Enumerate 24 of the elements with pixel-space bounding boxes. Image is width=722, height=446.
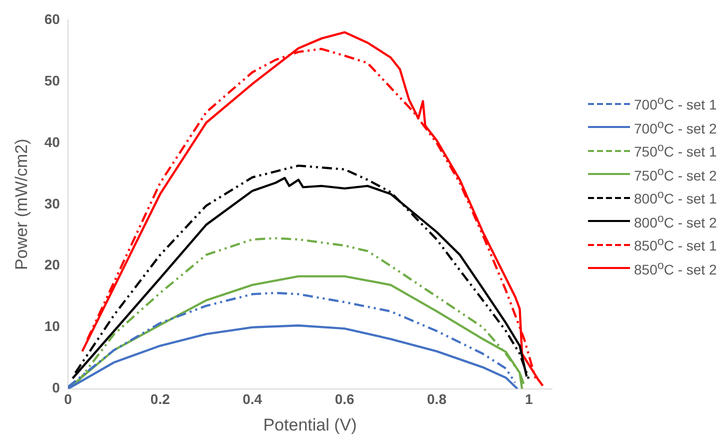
y-tick-label: 20 [44, 256, 60, 273]
y-tick-label: 0 [52, 380, 60, 396]
legend-label: 750$^{o}$C - set 2 [634, 164, 717, 184]
x-tick-label: 0.6 [334, 391, 354, 408]
y-tick-label: 40 [44, 134, 60, 150]
y-tick-label: 30 [44, 195, 60, 212]
y-tick-label: 50 [44, 72, 60, 88]
x-tick-label: 0.8 [427, 391, 447, 408]
x-tick-label: 0.2 [150, 391, 170, 408]
legend-label: 800$^{o}$C - set 2 [634, 212, 717, 231]
legend-label: 850$^{o}$C - set 2 [634, 258, 717, 278]
x-axis-title: Potential (V) [263, 415, 357, 434]
legend-label: 750$^{o}$C - set 1 [634, 141, 717, 160]
y-tick-label: 60 [44, 10, 60, 27]
legend-label: 800$^{o}$C - set 1 [634, 188, 717, 208]
legend-label: 700$^{o}$C - set 1 [634, 94, 717, 114]
line-series [76, 237, 526, 387]
y-tick-label: 10 [44, 318, 60, 334]
x-tick-label: 0 [64, 391, 72, 408]
x-tick-label: 1 [525, 391, 534, 408]
legend-label: 850$^{o}$C - set 1 [634, 235, 717, 254]
x-tick-label: 0.4 [242, 391, 262, 408]
legend-label: 700$^{o}$C - set 2 [634, 118, 717, 137]
y-axis-title: Power (mW/cm2) [12, 138, 31, 270]
